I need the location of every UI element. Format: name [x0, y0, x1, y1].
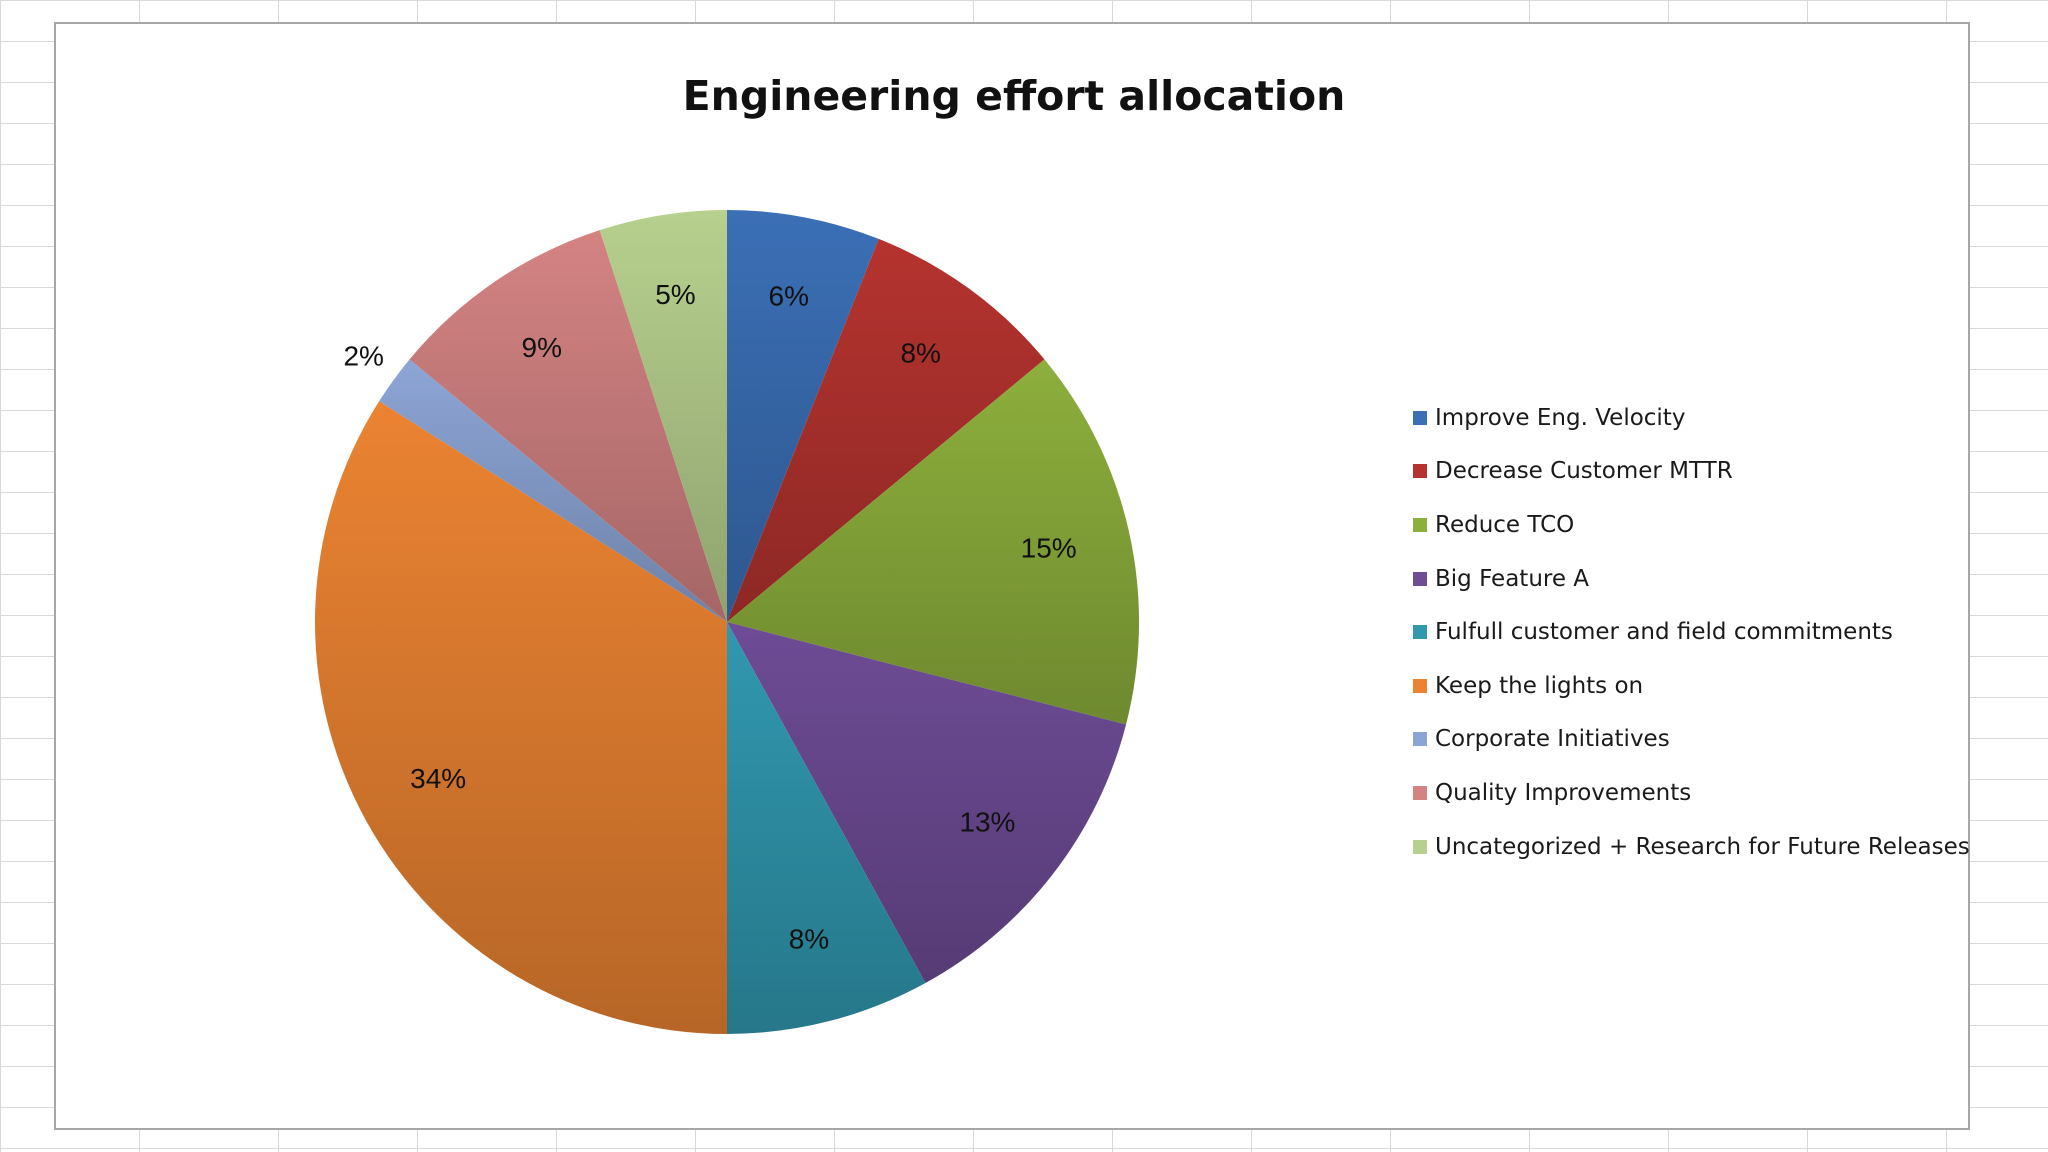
legend-swatch: [1413, 517, 1427, 532]
legend-item-1: Improve Eng. Velocity: [1413, 391, 1973, 445]
legend-label: Quality Improvements: [1435, 779, 1692, 806]
pie-slice-1[interactable]: [727, 210, 879, 622]
pie-slices: [315, 210, 1139, 1034]
data-label-1: 6%: [769, 281, 809, 312]
data-label-8: 9%: [522, 332, 562, 363]
legend-item-4: Big Feature A: [1413, 552, 1973, 606]
data-label-4: 13%: [959, 806, 1015, 837]
chart-area[interactable]: Engineering effort allocation 6% 8% 15% 13%…: [54, 22, 1970, 1130]
legend-item-3: Reduce TCO: [1413, 498, 1973, 552]
legend-label: Reduce TCO: [1435, 511, 1575, 538]
legend-swatch: [1413, 571, 1427, 586]
pie-slice-9[interactable]: [599, 210, 727, 622]
pie-chart: 6% 8% 15% 13% 8% 34% 2% 9% 5%: [315, 210, 1139, 1034]
legend-swatch: [1413, 625, 1427, 640]
data-label-6: 34%: [410, 763, 466, 794]
legend-item-6: Keep the lights on: [1413, 659, 1973, 713]
legend-label: Decrease Customer MTTR: [1435, 458, 1733, 485]
legend-label: Fulfull customer and field commitments: [1435, 619, 1893, 646]
legend-label: Improve Eng. Velocity: [1435, 404, 1686, 431]
legend-label: Uncategorized + Research for Future Rele…: [1435, 833, 1970, 860]
legend-item-2: Decrease Customer MTTR: [1413, 445, 1973, 499]
data-label-9: 5%: [655, 279, 695, 310]
legend-label: Keep the lights on: [1435, 672, 1644, 699]
legend-item-7: Corporate Initiatives: [1413, 713, 1973, 767]
legend-label: Corporate Initiatives: [1435, 726, 1670, 753]
pie-slice-4[interactable]: [727, 622, 1127, 984]
data-label-5: 8%: [789, 924, 829, 955]
legend-item-9: Uncategorized + Research for Future Rele…: [1413, 820, 1973, 874]
pie-slice-2[interactable]: [727, 238, 1045, 623]
pie-slice-8[interactable]: [409, 230, 727, 622]
data-label-2: 8%: [900, 338, 940, 369]
pie-data-labels: 6% 8% 15% 13% 8% 34% 2% 9% 5%: [343, 279, 1076, 955]
legend-swatch: [1413, 785, 1427, 800]
chart-legend: Improve Eng. Velocity Decrease Customer M…: [1413, 391, 1973, 873]
pie-slice-3[interactable]: [727, 359, 1139, 725]
legend-item-5: Fulfull customer and field commitments: [1413, 605, 1973, 659]
pie-slice-6[interactable]: [315, 401, 727, 1034]
legend-swatch: [1413, 678, 1427, 693]
data-label-7: 2%: [343, 340, 383, 371]
legend-swatch: [1413, 464, 1427, 479]
legend-label: Big Feature A: [1435, 565, 1590, 592]
pie-slice-5[interactable]: [727, 622, 926, 1034]
legend-swatch: [1413, 732, 1427, 747]
legend-swatch: [1413, 839, 1427, 854]
pie-slice-7[interactable]: [379, 359, 727, 622]
legend-item-8: Quality Improvements: [1413, 766, 1973, 820]
legend-swatch: [1413, 410, 1427, 425]
chart-title: Engineering effort allocation: [682, 72, 1346, 120]
data-label-3: 15%: [1021, 532, 1077, 563]
